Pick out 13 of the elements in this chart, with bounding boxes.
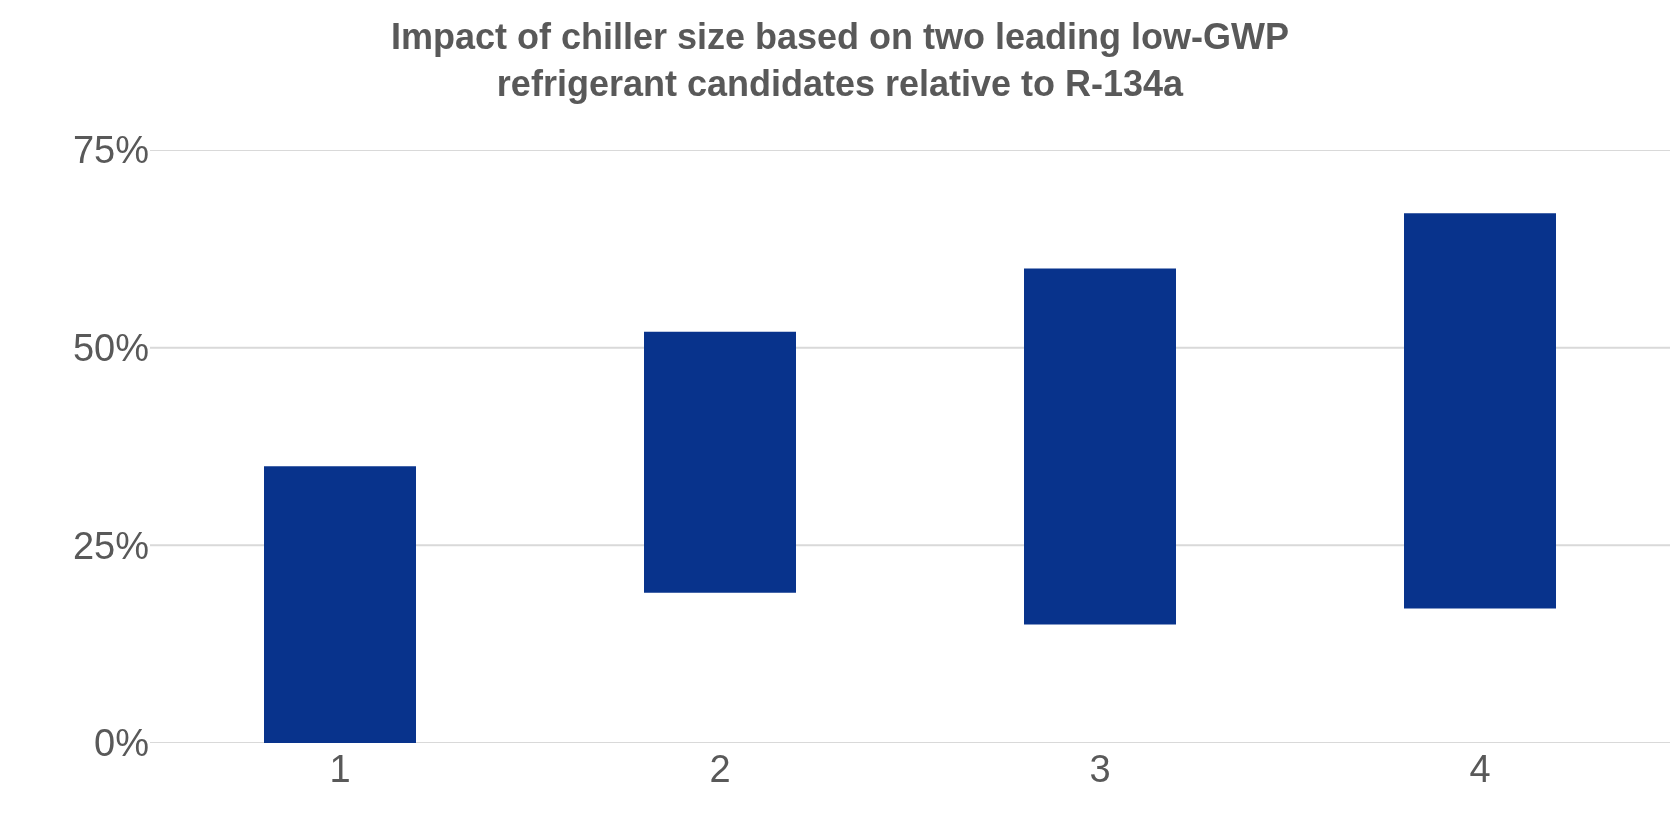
y-tick-label: 25% bbox=[72, 524, 149, 567]
x-tick-label: 1 bbox=[329, 748, 351, 790]
bar bbox=[264, 466, 416, 743]
y-tick-label: 0% bbox=[94, 722, 149, 765]
x-tick-label: 2 bbox=[709, 748, 731, 790]
bar bbox=[644, 331, 796, 593]
x-tick-label: 3 bbox=[1089, 748, 1111, 790]
y-tick-label: 50% bbox=[72, 326, 149, 369]
x-tick-label: 4 bbox=[1469, 748, 1491, 790]
bar bbox=[1024, 268, 1176, 625]
bar bbox=[1404, 213, 1556, 609]
chart-title: Impact of chiller size based on two leading low-GWP refrigerant candidates relative to R-134a bbox=[390, 15, 1290, 104]
y-tick-label: 75% bbox=[72, 129, 149, 172]
